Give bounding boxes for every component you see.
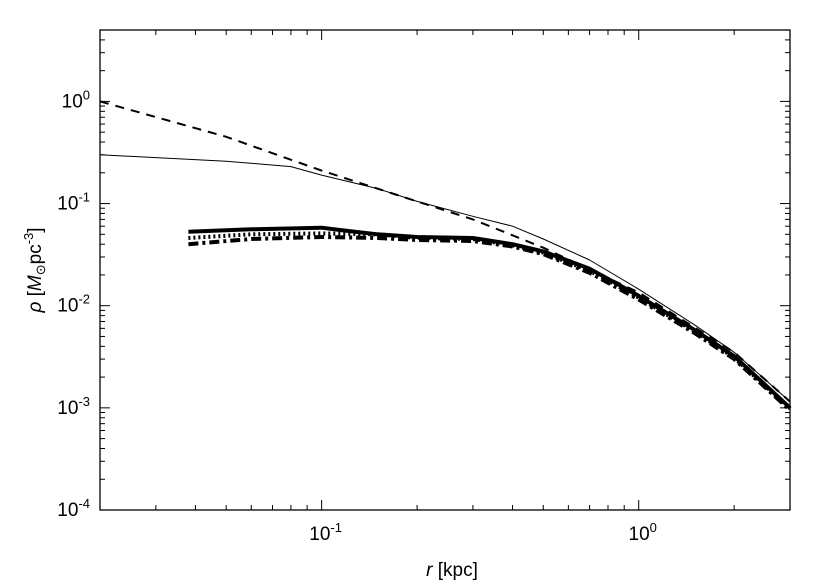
y-axis-unit-open: [	[25, 290, 46, 301]
label-layer: 10-1 100 100 10-1 10-2 10-3 10-4	[57, 87, 657, 545]
tick-layer	[99, 29, 791, 511]
y-tick-label: 10-3	[57, 394, 90, 419]
y-axis-unit-rest: pc	[25, 244, 46, 264]
series-line-thick-solid	[188, 225, 792, 410]
y-axis-symbol: ρ	[25, 302, 46, 314]
y-axis-sun-symbol: ⊙	[33, 264, 48, 275]
y-tick-label: 10-1	[57, 190, 90, 215]
x-axis-label: r [kpc]	[426, 560, 478, 581]
series-line-dashed	[99, 100, 791, 403]
x-tick-label: 10-1	[309, 520, 342, 545]
y-tick-label: 10-2	[57, 292, 90, 317]
x-axis-unit: [kpc]	[432, 560, 477, 581]
y-axis-unit-close: ]	[25, 227, 46, 232]
x-tick-label: 100	[629, 520, 657, 545]
y-tick-label: 10-4	[57, 496, 90, 521]
y-axis-unit-exp: -3	[21, 233, 36, 245]
plot-frame	[99, 29, 791, 511]
series-layer	[99, 100, 792, 412]
series-line-thick-dotted	[188, 231, 792, 411]
y-tick-label: 100	[62, 87, 90, 112]
series-line-thick-dashdot	[188, 235, 792, 412]
y-axis-mass-symbol: M	[25, 275, 46, 291]
y-axis-label: ρ [M⊙pc-3]	[21, 227, 48, 313]
series-line-thin-solid	[99, 154, 791, 402]
x-axis-symbol: r	[426, 560, 433, 581]
